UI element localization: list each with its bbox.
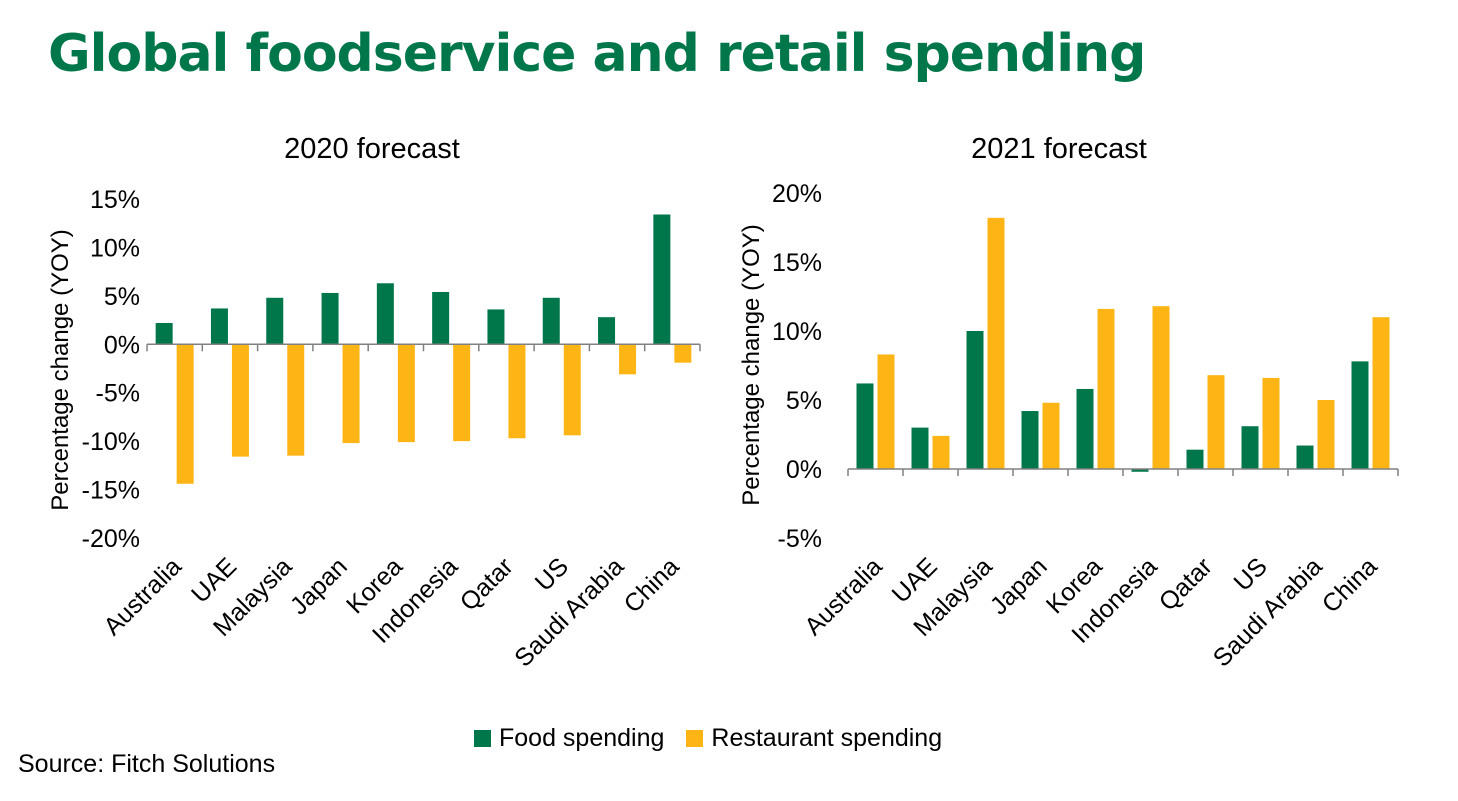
bar-food-australia (856, 383, 874, 469)
x-tick-label: Qatar (455, 552, 519, 616)
chart-2020-forecast: 2020 forecast Percentage change (YOY) 15% 1… (47, 133, 701, 672)
bar-restaurant-indonesia (1152, 306, 1170, 469)
legend-label-food: Food spending (499, 724, 665, 752)
bar-food-saudi-arabia (598, 317, 616, 345)
bar-restaurant-australia (176, 344, 194, 484)
y-tick-label: -20% (82, 525, 140, 553)
bar-restaurant-qatar (1207, 375, 1225, 469)
bar-food-korea (1076, 388, 1094, 469)
bar-restaurant-japan (1042, 402, 1060, 469)
bar-food-qatar (1186, 449, 1204, 469)
y-axis-label: Percentage change (YOY) (47, 229, 74, 511)
y-tick-label: 0% (104, 331, 140, 359)
bar-restaurant-us (1262, 377, 1280, 469)
bar-food-qatar (487, 309, 505, 345)
chart-2021-forecast: 2021 forecast Percentage change (YOY) 20% 1… (738, 133, 1399, 672)
bar-food-china (1351, 361, 1369, 469)
bar-restaurant-qatar (508, 344, 526, 439)
y-tick-label: 0% (786, 456, 822, 484)
legend-label-restaurant: Restaurant spending (711, 724, 943, 752)
x-tick-label: Australia (98, 552, 187, 641)
x-tick-label: Australia (799, 552, 888, 641)
bar-restaurant-korea (1097, 308, 1115, 469)
bar-restaurant-malaysia (287, 344, 305, 456)
bar-restaurant-korea (397, 344, 415, 443)
legend-item-food: Food spending (474, 724, 664, 753)
bar-restaurant-japan (342, 344, 360, 444)
x-tick-label: US (530, 552, 574, 596)
bar-food-uae (210, 308, 228, 345)
bar-food-saudi-arabia (1296, 445, 1314, 469)
legend-swatch-food (474, 730, 491, 747)
source-note: Source: Fitch Solutions (18, 750, 276, 778)
chart-title: 2020 forecast (284, 133, 460, 165)
legend-swatch-restaurant (686, 730, 704, 747)
y-tick-label: -5% (96, 380, 140, 408)
chart-legend: Food spending Restaurant spending (474, 724, 964, 753)
x-tick-label: Qatar (1154, 552, 1218, 616)
bar-food-indonesia (432, 291, 450, 345)
y-tick-label: -10% (82, 428, 140, 456)
page-title: Global foodservice and retail spending (48, 24, 1146, 84)
bar-restaurant-us (563, 344, 581, 436)
y-tick-label: 10% (772, 318, 822, 346)
bar-food-japan (1021, 411, 1039, 469)
bar-food-us (542, 297, 560, 345)
x-tick-label: China (619, 552, 685, 618)
y-tick-label: -15% (82, 477, 140, 505)
y-axis-label: Percentage change (YOY) (738, 224, 765, 506)
bar-food-us (1241, 426, 1259, 469)
bar-food-malaysia (966, 331, 984, 469)
bar-restaurant-saudi-arabia (619, 344, 637, 375)
bar-restaurant-uae (932, 435, 950, 469)
x-tick-label: China (1317, 552, 1383, 618)
bar-food-uae (911, 427, 929, 469)
bar-food-indonesia (1131, 469, 1149, 472)
bar-food-korea (376, 283, 394, 345)
bar-food-china (653, 214, 671, 345)
bar-restaurant-uae (231, 344, 249, 457)
x-tick-label: Japan (285, 552, 353, 620)
bar-restaurant-china (674, 344, 692, 363)
x-tick-label: Japan (985, 552, 1053, 620)
bar-restaurant-indonesia (453, 344, 471, 442)
bar-food-japan (321, 292, 339, 345)
chart-title: 2021 forecast (971, 133, 1147, 165)
y-tick-label: -5% (778, 525, 822, 553)
bar-food-australia (155, 322, 173, 345)
bar-restaurant-australia (877, 354, 895, 469)
bar-restaurant-malaysia (987, 217, 1005, 469)
legend-item-restaurant: Restaurant spending (686, 724, 942, 753)
bar-restaurant-china (1372, 317, 1390, 469)
y-tick-label: 5% (104, 283, 140, 311)
y-tick-label: 15% (772, 249, 822, 277)
bar-restaurant-saudi-arabia (1317, 400, 1335, 469)
y-tick-label: 10% (90, 234, 140, 262)
y-tick-label: 5% (786, 387, 822, 415)
y-tick-label: 15% (90, 186, 140, 214)
y-tick-label: 20% (772, 180, 822, 208)
bar-food-malaysia (266, 297, 284, 345)
x-tick-label: US (1228, 552, 1272, 596)
